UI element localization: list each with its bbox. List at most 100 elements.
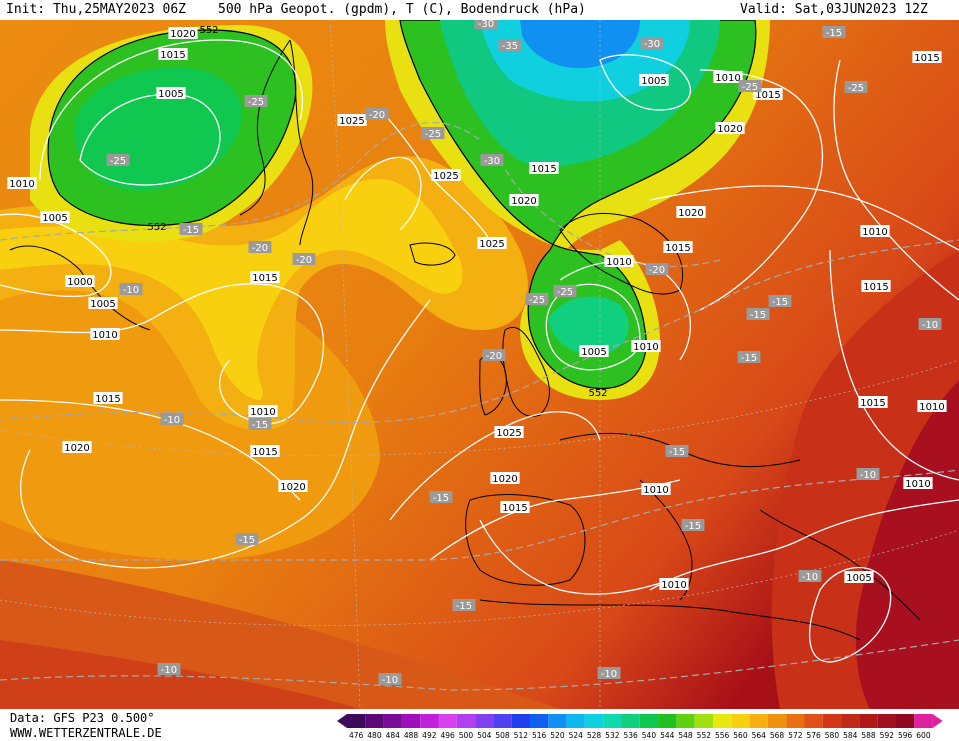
pressure-label-text: 1010 xyxy=(92,330,117,341)
pressure-label-box xyxy=(844,571,874,583)
pressure-label-box xyxy=(903,477,933,489)
temp-label-box xyxy=(248,418,272,430)
pressure-label-box xyxy=(713,71,743,83)
legend-tick-label: 548 xyxy=(678,731,693,740)
temp-label: -15 xyxy=(665,445,689,458)
legend-swatch xyxy=(347,714,366,728)
pressure-label-box xyxy=(529,162,559,174)
legend-swatch xyxy=(438,714,457,728)
pressure-label-box xyxy=(88,297,118,309)
legend-tick-label: 476 xyxy=(349,731,364,740)
temp-label-box xyxy=(798,570,822,582)
temp-label-text: -10 xyxy=(860,470,876,481)
pressure-label-text: 1015 xyxy=(665,243,690,254)
temp-label-text: -25 xyxy=(425,129,441,140)
temp-label-text: -15 xyxy=(239,535,255,546)
legend-swatch xyxy=(658,714,677,728)
temp-label-text: -35 xyxy=(502,41,518,52)
legend-swatch xyxy=(914,714,933,728)
temp-label-box xyxy=(452,599,476,611)
temp-label-box xyxy=(640,37,664,49)
temp-label: -15 xyxy=(235,533,259,546)
temp-label-box xyxy=(429,491,453,503)
legend-tick-label: 536 xyxy=(623,731,638,740)
temp-label-box xyxy=(665,445,689,457)
temp-label-text: -25 xyxy=(557,287,573,298)
pressure-label-box xyxy=(912,51,942,63)
legend-swatch xyxy=(621,714,640,728)
pressure-label-box xyxy=(858,396,888,408)
temp-label-text: -15 xyxy=(252,420,268,431)
height-label-text: 552 xyxy=(588,388,607,399)
legend-swatch xyxy=(603,714,622,728)
pressure-label-box xyxy=(278,480,308,492)
pressure-label-text: 1010 xyxy=(862,227,887,238)
pressure-label-box xyxy=(659,578,689,590)
pressure-label-box xyxy=(861,280,891,292)
chart-header: Init: Thu,25MAY2023 06Z 500 hPa Geopot. … xyxy=(0,0,959,20)
pressure-label-text: 1025 xyxy=(479,239,504,250)
height-label: 552 xyxy=(199,25,218,36)
pressure-label: 1025 xyxy=(337,114,367,127)
pressure-label: 1005 xyxy=(88,297,118,310)
pressure-label: 1005 xyxy=(579,345,609,358)
temp-label-box xyxy=(179,223,203,235)
weather-map: 1020 1015 1005 1010 1005 1000 1005 1010 1015 1020… xyxy=(0,20,959,709)
temp-label: -15 xyxy=(681,519,705,532)
pressure-label-text: 1020 xyxy=(717,124,742,135)
temp-label-box xyxy=(235,533,259,545)
init-time: Init: Thu,25MAY2023 06Z xyxy=(6,2,187,17)
greenland-west-coast xyxy=(239,39,291,216)
temp-label: -10 xyxy=(157,663,181,676)
temp-label: -10 xyxy=(378,673,402,686)
pressure-label-text: 1020 xyxy=(280,482,305,493)
temp-label-box xyxy=(553,285,577,297)
temp-label-text: -30 xyxy=(644,39,660,50)
pressure-label-box xyxy=(860,225,890,237)
temp-label: -20 xyxy=(645,263,669,276)
temp-label: -25 xyxy=(525,293,549,306)
legend-arrow-right xyxy=(932,714,943,728)
color-legend: 476 480 484 488 492 496 500 504 508 512 516 520 524 5… xyxy=(337,714,943,740)
temp-label: -35 xyxy=(498,39,522,52)
pressure-label-text: 1015 xyxy=(252,447,277,458)
legend-tick-label: 496 xyxy=(440,731,455,740)
temp-label-box xyxy=(248,241,272,253)
pressure-label-text: 1015 xyxy=(860,398,885,409)
legend-tick-label: 556 xyxy=(715,731,730,740)
legend-tick-label: 576 xyxy=(806,731,821,740)
legend-swatch xyxy=(475,714,494,728)
pressure-label: 1000 xyxy=(65,275,95,288)
pressure-label-text: 1015 xyxy=(914,53,939,64)
pressure-label-box xyxy=(917,400,947,412)
temp-label-text: -25 xyxy=(848,83,864,94)
pressure-label-box xyxy=(337,114,367,126)
legend-tick-label: 508 xyxy=(495,731,510,740)
legend-tick-label: 588 xyxy=(861,731,876,740)
pressure-label: 1015 xyxy=(93,392,123,405)
pressure-label-box xyxy=(168,27,198,39)
temp-label: -15 xyxy=(737,351,761,364)
pressure-label-text: 1010 xyxy=(250,407,275,418)
pressure-label-text: 1020 xyxy=(170,29,195,40)
temp-label-box xyxy=(474,20,498,29)
pressure-label: 1005 xyxy=(40,211,70,224)
pressure-label: 1005 xyxy=(156,87,186,100)
pressure-label-text: 1015 xyxy=(531,164,556,175)
temp-label: -20 xyxy=(365,108,389,121)
pressure-label-box xyxy=(156,87,186,99)
iceland-coast xyxy=(409,242,456,266)
temp-label: -15 xyxy=(179,223,203,236)
pressure-label: 1015 xyxy=(529,162,559,175)
pressure-label: 1015 xyxy=(861,280,891,293)
legend-swatch xyxy=(365,714,384,728)
legend-tick-label: 480 xyxy=(367,731,382,740)
legend-tick-label: 564 xyxy=(752,731,767,740)
isotherms xyxy=(0,121,959,691)
legend-swatch xyxy=(749,714,768,728)
legend-swatch xyxy=(786,714,805,728)
legend-tick-label: 524 xyxy=(569,731,584,740)
temp-label-text: -20 xyxy=(486,351,502,362)
temp-label-text: -15 xyxy=(750,310,766,321)
pressure-label-text: 1005 xyxy=(158,89,183,100)
